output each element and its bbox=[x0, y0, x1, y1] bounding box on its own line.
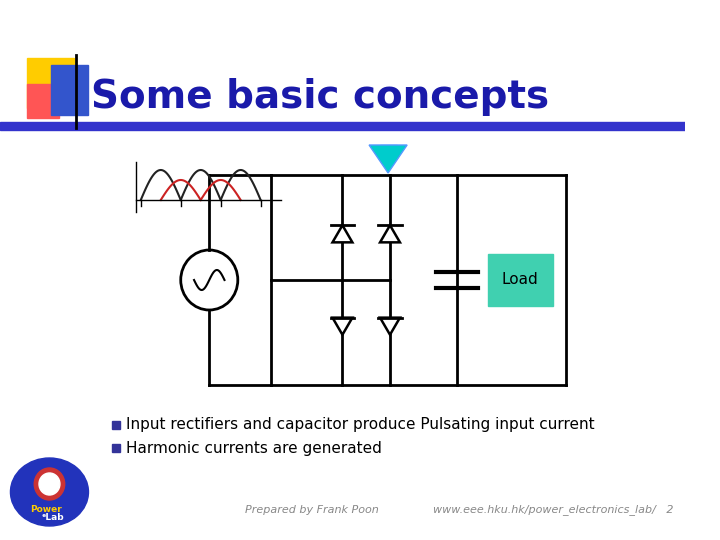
Bar bbox=[27, 58, 74, 108]
Text: Harmonic currents are generated: Harmonic currents are generated bbox=[125, 441, 382, 456]
Bar bbox=[27, 84, 59, 118]
Text: Prepared by Frank Poon: Prepared by Frank Poon bbox=[246, 505, 379, 515]
Polygon shape bbox=[380, 225, 400, 242]
Polygon shape bbox=[380, 318, 400, 335]
Bar bbox=[488, 254, 553, 306]
Text: Input rectifiers and capacitor produce Pulsating input current: Input rectifiers and capacitor produce P… bbox=[125, 417, 594, 433]
Bar bbox=[0, 122, 685, 130]
Polygon shape bbox=[333, 225, 352, 242]
Ellipse shape bbox=[11, 458, 89, 526]
Circle shape bbox=[39, 473, 60, 495]
Bar bbox=[112, 444, 120, 452]
Polygon shape bbox=[369, 145, 407, 173]
Text: www.eee.hku.hk/power_electronics_lab/   2: www.eee.hku.hk/power_electronics_lab/ 2 bbox=[433, 504, 673, 516]
Text: Load: Load bbox=[502, 273, 539, 287]
Bar bbox=[41, 472, 58, 496]
Circle shape bbox=[35, 468, 65, 500]
Bar bbox=[51, 65, 88, 115]
Text: ᵉLab: ᵉLab bbox=[42, 514, 65, 523]
Polygon shape bbox=[333, 318, 352, 335]
Text: Power: Power bbox=[30, 504, 61, 514]
Bar bbox=[112, 421, 120, 429]
Text: Some basic concepts: Some basic concepts bbox=[91, 78, 549, 116]
Bar bbox=[379, 145, 397, 148]
